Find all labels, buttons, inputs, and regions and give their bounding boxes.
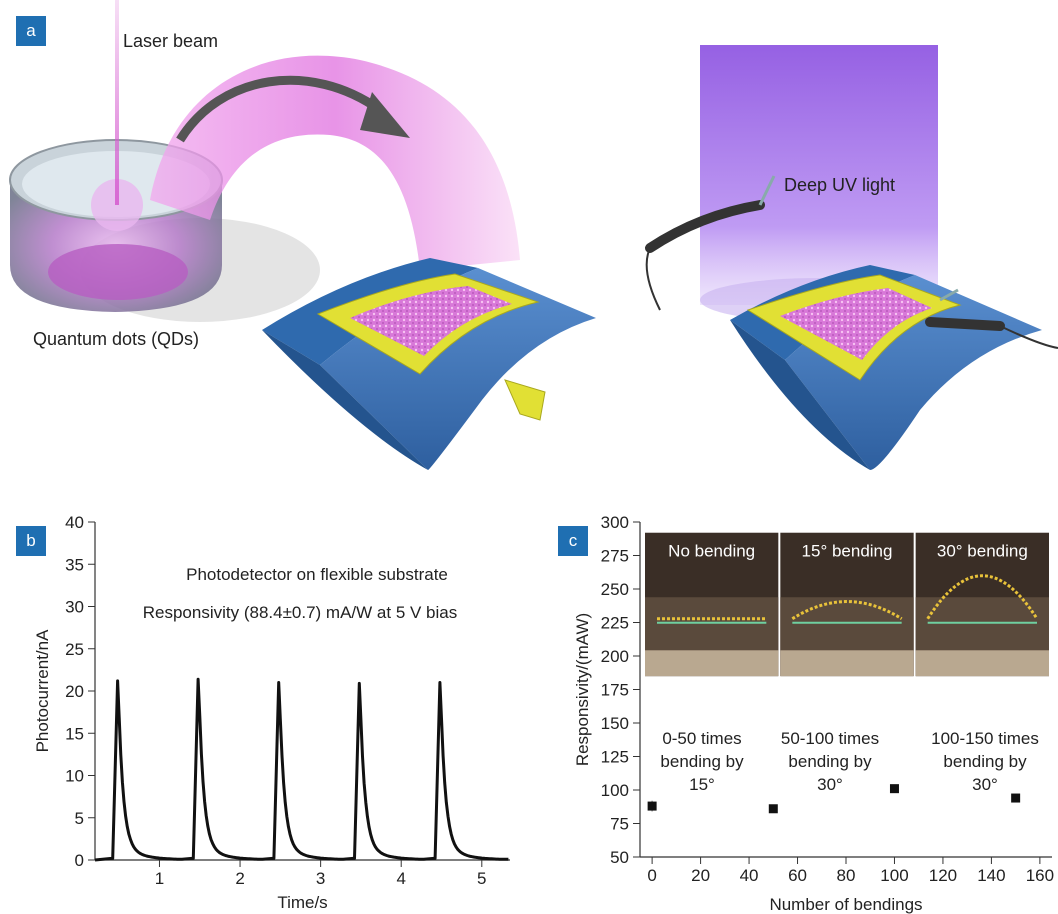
bending-photo-label: 30° bending xyxy=(937,542,1028,561)
bending-photo: 15° bending xyxy=(780,532,914,677)
panel-a-tag: a xyxy=(16,16,46,46)
y-tick-label-b: 35 xyxy=(65,555,84,574)
bending-photo-label: No bending xyxy=(668,542,755,561)
y-tick-label-b: 25 xyxy=(65,640,84,659)
bending-photo: No bending xyxy=(645,532,779,677)
photocurrent-series-line xyxy=(94,677,509,862)
x-axis-label-c: Number of bendings xyxy=(769,895,922,914)
y-tick-label-c: 175 xyxy=(601,681,629,700)
group-annotation-line: bending by xyxy=(660,752,744,771)
x-tick-label-b: 3 xyxy=(316,869,325,888)
y-tick-label-c: 300 xyxy=(601,513,629,532)
responsivity-point xyxy=(768,804,778,814)
y-tick-label-c: 275 xyxy=(601,547,629,566)
x-tick-label-c: 60 xyxy=(788,866,807,885)
x-tick-label-c: 40 xyxy=(740,866,759,885)
x-tick-label-c: 140 xyxy=(977,866,1005,885)
group-annotation-line: 30° xyxy=(817,775,843,794)
x-tick-label-b: 2 xyxy=(235,869,244,888)
panel-b-tag: b xyxy=(16,526,46,556)
responsivity-point xyxy=(889,784,899,794)
bending-photo-edge xyxy=(780,650,914,677)
y-tick-label-c: 150 xyxy=(601,714,629,733)
laser-beam-label: Laser beam xyxy=(123,31,219,51)
group-annotation-line: bending by xyxy=(943,752,1027,771)
x-axis-label-b: Time/s xyxy=(277,893,327,912)
annotation-b-title: Photodetector on flexible substrate xyxy=(186,565,448,584)
x-tick-label-c: 100 xyxy=(880,866,908,885)
group-annotation-line: 0-50 times xyxy=(662,729,741,748)
responsivity-point xyxy=(1011,793,1021,803)
panel-a-illustration xyxy=(9,0,1058,470)
x-tick-label-b: 4 xyxy=(396,869,405,888)
group-annotation-line: 15° xyxy=(689,775,715,794)
bending-photo-edge xyxy=(645,650,779,677)
group-annotation-line: bending by xyxy=(788,752,872,771)
y-tick-label-c: 100 xyxy=(601,781,629,800)
bending-arc xyxy=(791,600,903,621)
y-axis-label-b: Photocurrent/nA xyxy=(33,629,52,753)
y-tick-label-c: 125 xyxy=(601,748,629,767)
x-tick-label-c: 20 xyxy=(691,866,710,885)
deep-uv-light-label: Deep UV light xyxy=(784,175,896,195)
bending-arc xyxy=(926,574,1039,620)
bending-photo: 30° bending xyxy=(915,532,1049,677)
y-tick-label-b: 15 xyxy=(65,724,84,743)
y-tick-label-b: 40 xyxy=(65,513,84,532)
y-axis-label-c: Responsivity/(mAW) xyxy=(573,613,592,766)
responsivity-point xyxy=(647,801,657,811)
panel-c-tag: c xyxy=(558,526,588,556)
x-tick-label-c: 80 xyxy=(837,866,856,885)
quantum-dots-label: Quantum dots (QDs) xyxy=(33,329,200,349)
y-tick-label-c: 75 xyxy=(610,815,629,834)
group-annotation-line: 50-100 times xyxy=(781,729,879,748)
bending-photo-label: 15° bending xyxy=(802,542,893,561)
y-tick-label-c: 225 xyxy=(601,614,629,633)
y-tick-label-b: 10 xyxy=(65,767,84,786)
y-tick-label-c: 200 xyxy=(601,647,629,666)
y-tick-label-c: 250 xyxy=(601,580,629,599)
annotation-b-responsivity: Responsivity (88.4±0.7) mA/W at 5 V bias xyxy=(143,603,458,622)
bending-photo-edge xyxy=(915,650,1049,677)
y-tick-label-b: 30 xyxy=(65,598,84,617)
group-annotation-line: 30° xyxy=(972,775,998,794)
y-tick-label-b: 0 xyxy=(75,851,84,870)
x-tick-label-b: 1 xyxy=(155,869,164,888)
y-tick-label-b: 20 xyxy=(65,682,84,701)
y-tick-label-b: 5 xyxy=(75,809,84,828)
x-tick-label-c: 120 xyxy=(929,866,957,885)
x-tick-label-c: 0 xyxy=(647,866,656,885)
group-annotation-line: 100-150 times xyxy=(931,729,1039,748)
x-tick-label-c: 160 xyxy=(1026,866,1054,885)
y-tick-label-c: 50 xyxy=(610,848,629,867)
x-tick-label-b: 5 xyxy=(477,869,486,888)
